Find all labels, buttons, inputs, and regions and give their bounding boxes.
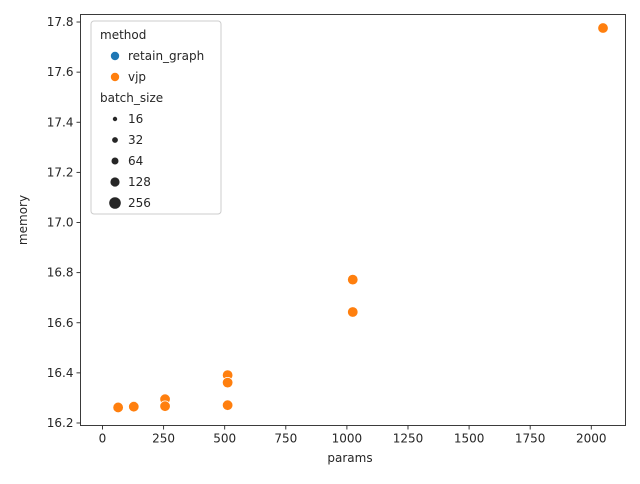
y-tick-label: 16.8: [47, 266, 74, 280]
plot-frame: [80, 14, 626, 426]
legend-size-label: 32: [128, 133, 143, 147]
data-point-vjp: [159, 400, 171, 412]
legend-size-marker: [109, 197, 121, 209]
legend-size-label: 128: [128, 175, 151, 189]
legend-marker: [110, 51, 120, 61]
x-axis-label: params: [327, 451, 372, 465]
x-tick-label: 2000: [576, 432, 607, 446]
y-tick-label: 17.2: [47, 165, 74, 179]
legend-box: [90, 20, 222, 215]
legend-size-label: 64: [128, 154, 143, 168]
x-tick-label: 1500: [454, 432, 485, 446]
y-tick-label: 17.0: [47, 216, 74, 230]
data-point-vjp: [221, 399, 234, 411]
legend-marker: [110, 72, 120, 82]
data-point-vjp: [221, 376, 234, 389]
y-tick-label: 17.4: [47, 115, 74, 129]
x-tick-label: 1000: [332, 432, 363, 446]
y-tick-label: 17.6: [47, 65, 74, 79]
legend-hue-title: method: [100, 28, 146, 42]
x-tick-label: 250: [152, 432, 175, 446]
x-tick-label: 0: [99, 432, 107, 446]
data-point-vjp: [128, 401, 140, 413]
legend-size-marker: [110, 177, 120, 187]
legend-size-label: 16: [128, 112, 143, 126]
y-tick-label: 16.2: [47, 416, 74, 430]
legend-entry-label: retain_graph: [128, 49, 204, 63]
data-point-vjp: [112, 401, 124, 414]
y-tick-label: 17.8: [47, 15, 74, 29]
x-tick-label: 1750: [515, 432, 546, 446]
y-axis-label: memory: [16, 195, 30, 245]
data-point-vjp: [347, 273, 359, 286]
legend-size-marker: [112, 116, 118, 122]
legend-size-marker: [111, 157, 119, 165]
x-tick-label: 500: [213, 432, 236, 446]
legend-size-marker: [112, 137, 118, 143]
x-tick-label: 750: [274, 432, 297, 446]
x-tick-label: 1250: [393, 432, 424, 446]
data-point-vjp: [347, 306, 359, 318]
legend-size-title: batch_size: [100, 91, 163, 105]
y-tick-label: 16.4: [47, 366, 74, 380]
legend-entry-label: vjp: [128, 70, 146, 84]
data-point-vjp: [597, 22, 609, 34]
legend-size-label: 256: [128, 196, 151, 210]
y-tick-label: 16.6: [47, 316, 74, 330]
